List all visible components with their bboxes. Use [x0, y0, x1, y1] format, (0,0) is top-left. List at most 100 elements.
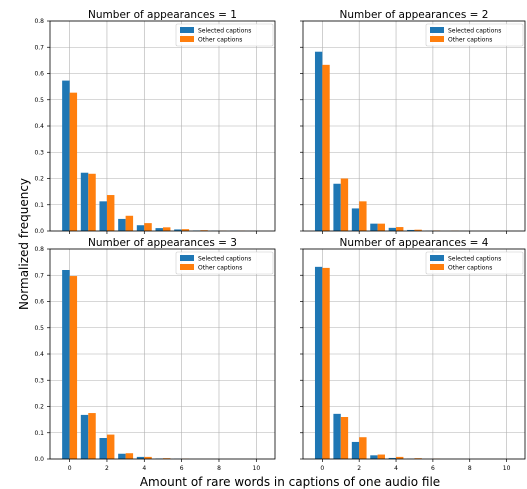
- y-tick-label: 0.1: [34, 202, 44, 209]
- bar-other-0: [322, 64, 330, 232]
- subplot-title: Number of appearances = 3: [88, 237, 237, 249]
- bar-selected-0: [62, 80, 70, 232]
- bar-selected-2: [351, 208, 360, 231]
- subplot-title: Number of appearances = 4: [340, 237, 489, 249]
- legend: Selected captions Other captions: [425, 251, 524, 275]
- bar-other-1: [340, 178, 349, 231]
- bar-selected-1: [80, 172, 89, 231]
- y-tick-label: 0.8: [34, 246, 44, 253]
- legend-swatch-selected: [180, 255, 194, 261]
- bar-other-1: [340, 417, 349, 459]
- x-tick-label: 6: [431, 465, 435, 472]
- bar-other-2: [359, 437, 367, 459]
- subplot-4: 0 2 4 6 8 10 Number of appearances = 4 Selected…: [300, 237, 526, 472]
- bar-selected-1: [80, 414, 89, 459]
- bar-other-0: [69, 92, 78, 231]
- legend: Selected captions Other captions: [425, 23, 524, 47]
- legend-box: [175, 251, 274, 275]
- bar-selected-6: [174, 229, 182, 231]
- x-tick-label: 4: [142, 465, 146, 472]
- y-tick-label: 0.7: [34, 44, 44, 51]
- y-tick-label: 0.3: [34, 377, 44, 384]
- bar-selected-4: [136, 456, 145, 459]
- legend-swatch-other: [430, 264, 444, 270]
- bar-selected-4: [388, 227, 397, 231]
- bar-other-3: [125, 215, 134, 231]
- legend-swatch-other: [180, 36, 194, 42]
- legend-label-other: Other captions: [198, 265, 242, 272]
- legend-label-other: Other captions: [448, 265, 492, 272]
- legend-box: [175, 23, 274, 47]
- legend-swatch-selected: [430, 255, 444, 261]
- bar-other-4: [144, 456, 152, 459]
- legend-label-selected: Selected captions: [198, 28, 251, 35]
- bar-selected-1: [333, 413, 341, 459]
- bar-selected-3: [370, 455, 378, 459]
- bar-selected-1: [333, 183, 341, 231]
- bar-other-5: [162, 227, 171, 231]
- legend-swatch-other: [180, 264, 194, 270]
- legend-label-other: Other captions: [448, 37, 492, 44]
- y-tick-label: 0.1: [34, 430, 44, 437]
- legend-box: [425, 251, 524, 275]
- subplot-grid: 0.0 0.1 0.2 0.3 0.4 0.5 0.6 0.7 0.8 Number of app…: [34, 9, 526, 472]
- bar-other-3: [377, 454, 385, 459]
- x-tick-label: 2: [105, 465, 109, 472]
- y-tick-label: 0.0: [34, 228, 44, 235]
- x-tick-label: 4: [394, 465, 398, 472]
- y-tick-label: 0.7: [34, 272, 44, 279]
- y-tick-label: 0.6: [34, 299, 44, 306]
- bar-other-3: [377, 223, 385, 231]
- y-tick-label: 0.4: [34, 351, 44, 358]
- bar-other-5: [414, 229, 422, 231]
- x-tick-label: 8: [468, 465, 472, 472]
- bar-selected-4: [136, 225, 145, 231]
- bar-other-4: [144, 223, 152, 231]
- bar-other-0: [69, 276, 78, 459]
- x-tick-label: 6: [180, 465, 184, 472]
- bar-selected-0: [314, 266, 323, 459]
- legend-label-selected: Selected captions: [198, 256, 251, 263]
- x-tick-label: 0: [68, 465, 72, 472]
- bar-other-4: [396, 227, 404, 231]
- y-tick-label: 0.8: [34, 18, 44, 25]
- bar-other-2: [359, 201, 367, 231]
- bar-selected-0: [62, 270, 70, 459]
- bar-other-2: [106, 434, 115, 459]
- bar-selected-3: [370, 223, 378, 231]
- x-tick-label: 10: [253, 465, 261, 472]
- bar-selected-5: [407, 229, 415, 231]
- x-tick-label: 8: [217, 465, 221, 472]
- bar-other-6: [181, 229, 190, 231]
- x-tick-label: 10: [503, 465, 511, 472]
- legend-label-other: Other captions: [198, 37, 242, 44]
- y-tick-label: 0.5: [34, 97, 44, 104]
- bar-selected-2: [99, 201, 107, 231]
- y-tick-label: 0.4: [34, 123, 44, 130]
- legend: Selected captions Other captions: [175, 251, 274, 275]
- legend-label-selected: Selected captions: [448, 256, 501, 263]
- bar-other-3: [125, 453, 134, 459]
- bar-selected-4: [388, 457, 397, 459]
- bar-other-2: [106, 195, 115, 231]
- subplot-2: Number of appearances = 2 Selected captio…: [300, 9, 526, 234]
- y-tick-label: 0.2: [34, 176, 44, 183]
- bar-other-0: [322, 267, 330, 459]
- bar-selected-2: [351, 441, 360, 459]
- subplot-title: Number of appearances = 2: [340, 9, 489, 21]
- figure-y-axis-label: Normalized frequency: [17, 178, 31, 310]
- subplot-3: 0.0 0.1 0.2 0.3 0.4 0.5 0.6 0.7 0.8 0 2 4 6 8 10 Number…: [34, 237, 276, 472]
- legend-swatch-other: [430, 36, 444, 42]
- bar-other-4: [396, 456, 404, 459]
- subplot-title: Number of appearances = 1: [88, 9, 237, 21]
- x-tick-label: 0: [320, 465, 324, 472]
- bar-other-1: [88, 413, 96, 459]
- y-tick-label: 0.3: [34, 149, 44, 156]
- legend-box: [425, 23, 524, 47]
- y-tick-label: 0.2: [34, 404, 44, 411]
- legend-swatch-selected: [430, 27, 444, 33]
- bar-selected-0: [314, 51, 323, 232]
- y-tick-label: 0.0: [34, 456, 44, 463]
- x-tick-label: 2: [357, 465, 361, 472]
